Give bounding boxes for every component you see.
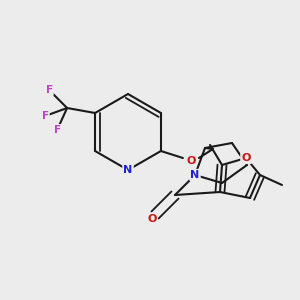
Text: O: O (147, 214, 157, 224)
Text: N: N (123, 165, 133, 175)
Text: F: F (41, 111, 49, 121)
Text: F: F (53, 125, 61, 135)
Text: O: O (186, 156, 196, 166)
Text: F: F (46, 85, 53, 95)
Text: O: O (241, 153, 251, 163)
Text: N: N (190, 170, 200, 180)
